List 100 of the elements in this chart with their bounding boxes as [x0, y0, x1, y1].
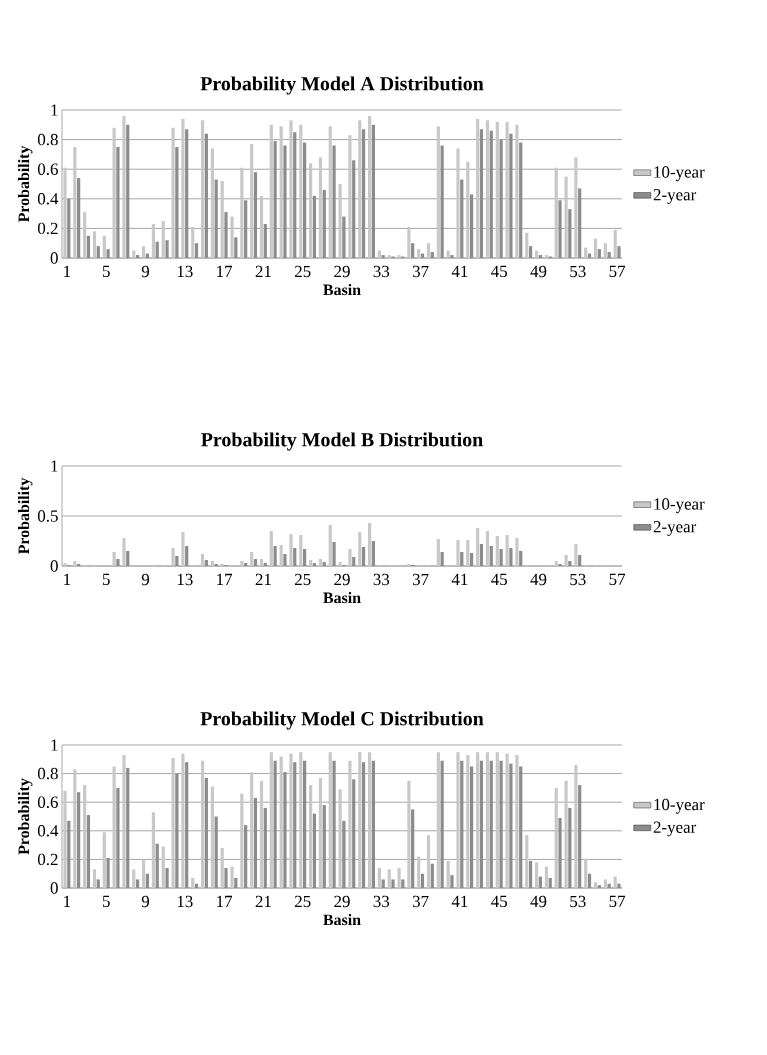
bar: [259, 195, 264, 258]
x-tick-label: 1: [64, 265, 71, 277]
bar: [220, 181, 224, 258]
bar: [181, 118, 185, 258]
x-tick-label: 21: [255, 895, 271, 907]
bar: [328, 126, 332, 258]
y-axis-title: Probability: [17, 145, 33, 223]
bar: [171, 757, 175, 889]
bar: [407, 780, 411, 889]
x-tick-label: 49: [530, 895, 547, 908]
bar: [122, 538, 126, 567]
bar: [204, 133, 208, 258]
bar: [263, 563, 267, 567]
x-tick-label: 57: [609, 895, 626, 908]
bar: [348, 549, 352, 567]
bar: [509, 548, 513, 567]
bar: [352, 779, 356, 889]
bar: [151, 812, 156, 889]
bar: [426, 243, 431, 258]
x-tick-label: 5: [102, 265, 110, 278]
bar: [234, 878, 238, 889]
x-tick-label: 57: [609, 573, 626, 586]
bar: [397, 867, 401, 889]
bar: [338, 184, 342, 258]
bar: [466, 755, 470, 889]
y-tick-label: 0.4: [37, 193, 59, 205]
x-tick-label: 17: [217, 573, 233, 585]
bar: [303, 142, 307, 258]
bar: [499, 139, 503, 258]
y-tick-label: 0.5: [37, 510, 58, 522]
bar: [273, 546, 277, 567]
bar: [358, 120, 362, 258]
bar: [191, 878, 195, 889]
bar: [135, 255, 140, 258]
bar: [574, 157, 578, 258]
legend-label: 2-year: [653, 189, 697, 204]
bar: [436, 126, 440, 258]
bar: [558, 200, 562, 258]
x-tick-label: 29: [334, 265, 350, 278]
bar: [476, 118, 480, 258]
x-tick-label: 1: [64, 573, 71, 585]
bar: [332, 760, 336, 889]
bar: [489, 760, 493, 889]
bar: [593, 882, 598, 889]
bar: [283, 554, 287, 567]
bar: [436, 539, 440, 567]
bar: [244, 825, 248, 889]
bar: [204, 777, 208, 889]
bar: [214, 816, 218, 889]
bar: [63, 167, 67, 258]
bar: [528, 860, 533, 889]
bar: [303, 760, 307, 889]
bar: [407, 564, 411, 567]
bar: [495, 752, 499, 889]
bar: [332, 542, 336, 567]
bar: [244, 200, 248, 258]
bar: [259, 559, 264, 567]
bar: [597, 885, 601, 889]
bar: [499, 549, 503, 567]
bar: [224, 867, 228, 889]
bar: [411, 243, 415, 258]
bar: [568, 209, 572, 258]
bar: [106, 249, 110, 258]
x-tick-label: 17: [217, 895, 233, 907]
bar: [440, 145, 444, 258]
bar: [367, 752, 372, 889]
bar: [142, 859, 146, 889]
y-tick-label: 1: [51, 104, 58, 116]
bar: [574, 544, 578, 567]
bar: [322, 189, 326, 258]
bar: [564, 176, 568, 258]
legend-label: 10-year: [654, 798, 705, 814]
y-tick-label: 0.8: [37, 767, 58, 780]
bar: [485, 531, 490, 567]
x-tick-label: 41: [451, 265, 468, 277]
bar: [328, 752, 332, 889]
bar: [210, 561, 214, 567]
bar: [73, 561, 77, 567]
bar: [191, 226, 195, 258]
y-tick-label: 0.2: [37, 853, 58, 866]
bar: [161, 846, 165, 889]
bar: [440, 552, 444, 567]
bar: [617, 883, 621, 889]
bar: [430, 863, 434, 889]
bar: [371, 541, 375, 567]
bar: [155, 241, 159, 258]
bar: [244, 563, 248, 567]
bar: [322, 805, 326, 889]
bar: [352, 160, 356, 258]
bar: [279, 756, 283, 889]
chart-title: Probability Model A Distribution: [200, 76, 484, 95]
bar: [63, 790, 67, 889]
bar: [175, 147, 179, 258]
bar: [603, 243, 607, 258]
bar: [283, 772, 287, 889]
bar: [279, 126, 283, 258]
bar: [505, 535, 509, 567]
bar: [230, 216, 234, 258]
bar: [597, 249, 601, 258]
bar: [332, 145, 336, 258]
